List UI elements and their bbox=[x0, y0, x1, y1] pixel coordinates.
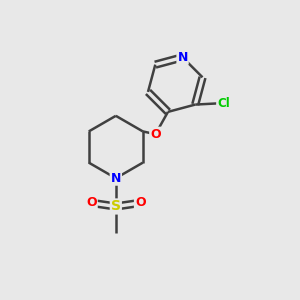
Text: O: O bbox=[86, 196, 97, 209]
Text: N: N bbox=[111, 172, 121, 185]
Text: Cl: Cl bbox=[217, 97, 230, 110]
Text: S: S bbox=[111, 200, 121, 214]
Text: N: N bbox=[177, 51, 188, 64]
Text: O: O bbox=[150, 128, 161, 141]
Text: O: O bbox=[135, 196, 146, 209]
